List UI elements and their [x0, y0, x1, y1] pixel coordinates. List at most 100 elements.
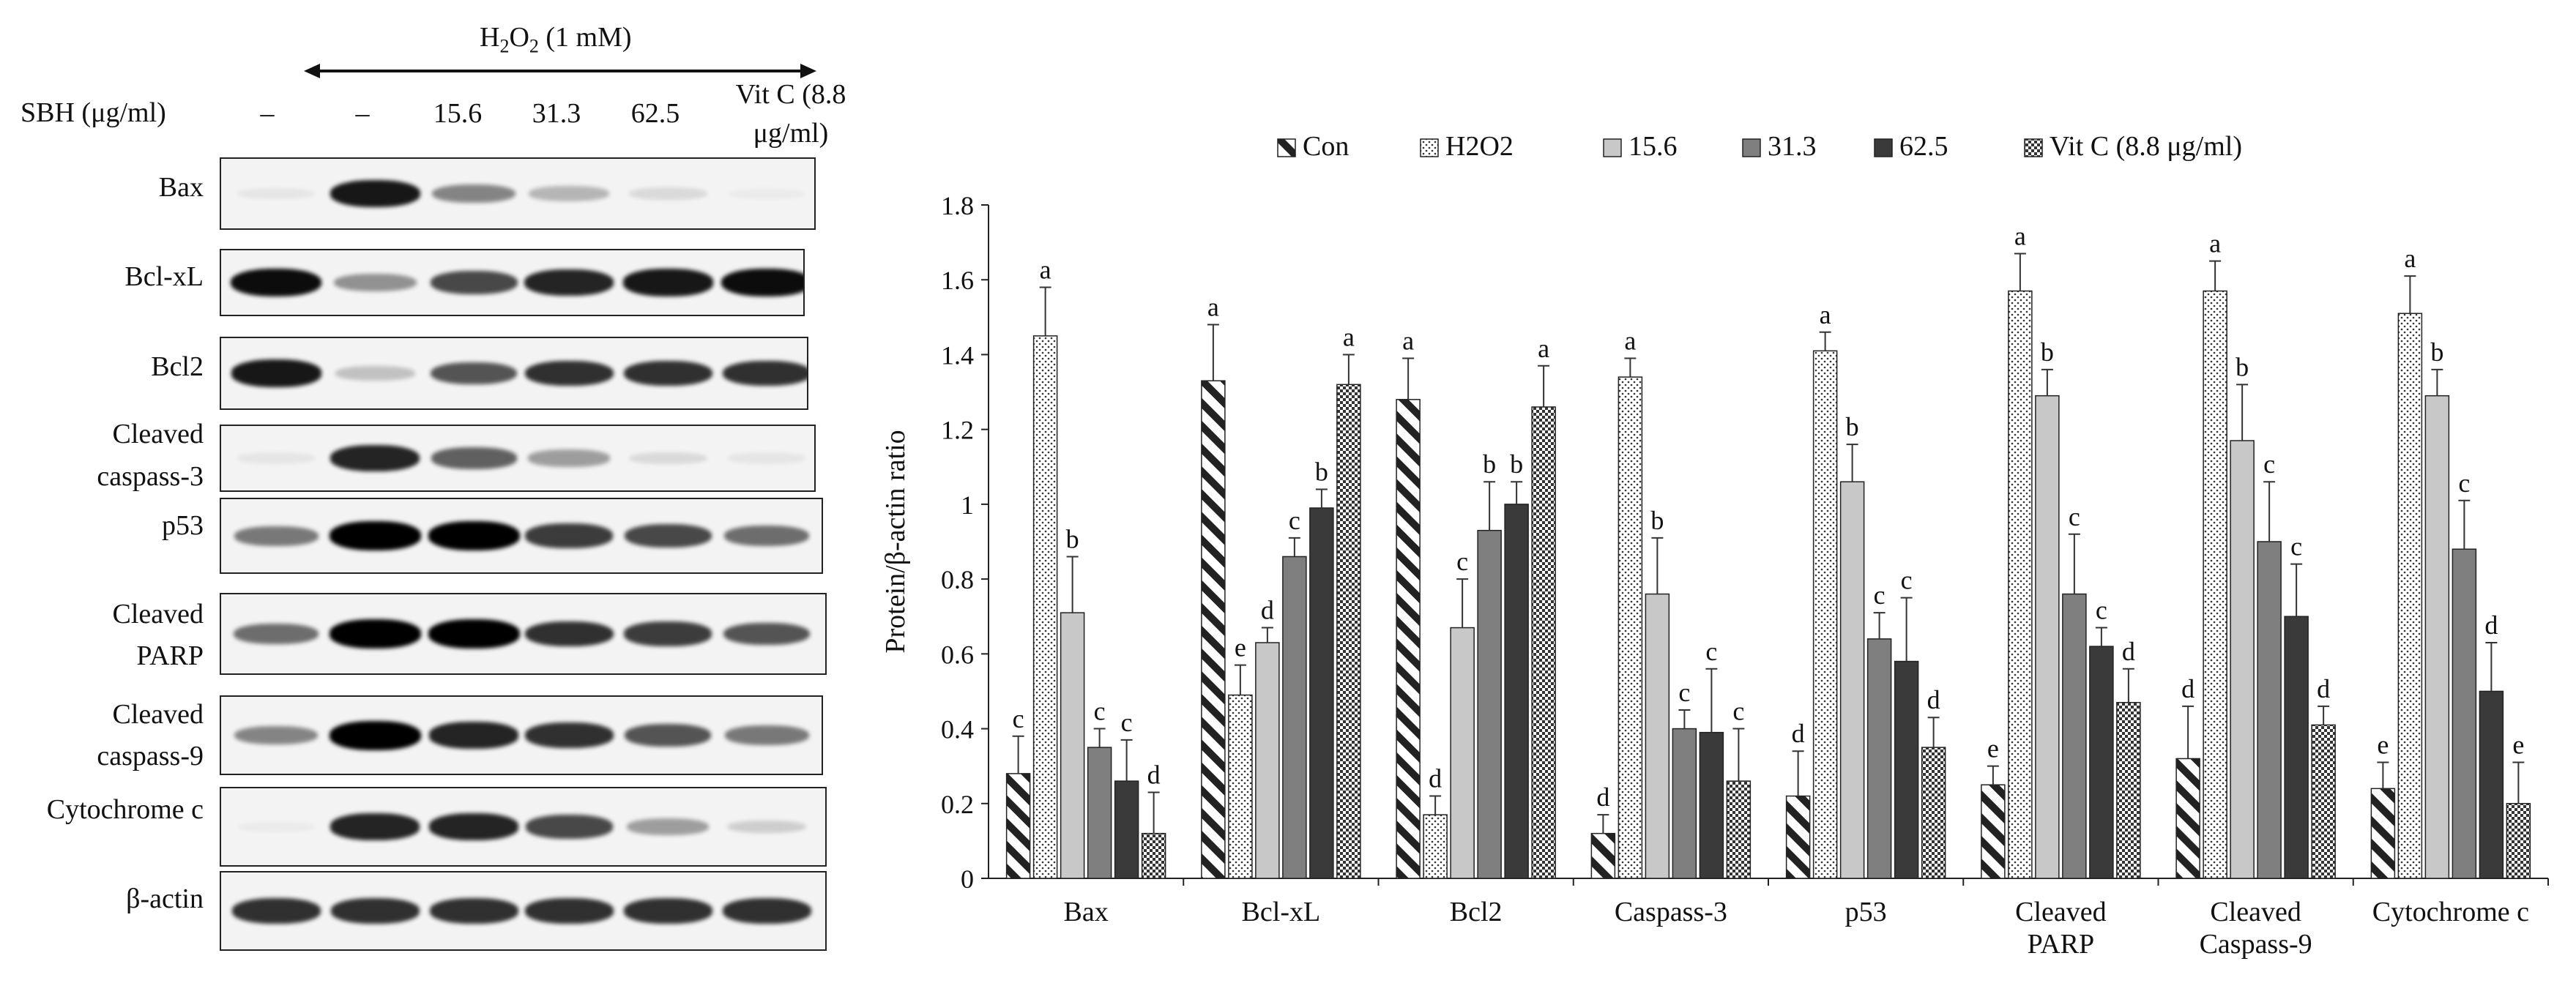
blot-band — [432, 184, 515, 203]
blot-band — [728, 452, 805, 464]
bar — [1672, 728, 1697, 879]
blot-band — [330, 813, 420, 840]
blot-band — [625, 724, 711, 747]
significance-letter: a — [1343, 322, 1355, 351]
significance-letter: d — [2317, 674, 2330, 703]
bar — [1726, 780, 1752, 879]
lane-label: 31.3 — [532, 98, 581, 129]
blot-strip — [220, 871, 827, 951]
treatment-label: H2O2 (1 mM) — [480, 22, 632, 57]
blot-band — [623, 360, 712, 386]
y-tick-label: 0.6 — [941, 640, 974, 669]
significance-letter: b — [1483, 449, 1496, 479]
legend-swatch — [1277, 138, 1296, 157]
blot-band — [234, 623, 319, 645]
blot-band — [431, 447, 517, 469]
bar — [2035, 395, 2060, 879]
bar — [1032, 335, 1058, 879]
treatment-arrow — [304, 64, 816, 78]
x-tick-label: Bcl2 — [1450, 897, 1503, 927]
blot-band — [431, 362, 517, 385]
blot-band — [721, 268, 803, 297]
blot-band — [429, 898, 518, 924]
blot-band — [237, 187, 315, 200]
y-tick-label: 0.2 — [941, 790, 974, 819]
bar — [1141, 832, 1166, 879]
legend-label: 31.3 — [1768, 131, 1817, 162]
significance-letter: d — [1792, 719, 1805, 748]
blot-band — [333, 273, 417, 292]
bar — [1255, 642, 1280, 879]
significance-letter: a — [2404, 244, 2416, 273]
bar — [1645, 593, 1670, 879]
sbh-label: SBH (μg/ml) — [21, 97, 166, 128]
blot-band — [335, 366, 415, 381]
blot-row-label: PARP — [136, 640, 204, 671]
significance-letter: c — [1705, 637, 1717, 666]
blot-band — [231, 898, 321, 924]
blot-band — [329, 619, 421, 649]
y-tick-label: 0 — [961, 864, 974, 894]
blot-band — [428, 521, 520, 550]
lane-label: 62.5 — [630, 98, 680, 129]
blot-band — [231, 268, 321, 297]
blot-band — [524, 269, 614, 296]
blot-band — [722, 360, 807, 386]
blot-band — [724, 525, 809, 547]
significance-letter: a — [1207, 293, 1219, 322]
significance-letter: c — [1013, 704, 1024, 733]
bar — [2452, 548, 2477, 879]
bar — [1336, 384, 1361, 879]
significance-letter: b — [1846, 412, 1859, 441]
bar — [2008, 290, 2033, 879]
significance-letter: a — [1538, 334, 1549, 363]
blot-strip — [220, 425, 816, 492]
blot-row-label: Cleaved — [112, 699, 204, 730]
bar — [1618, 376, 1643, 879]
blot-band — [231, 359, 321, 387]
significance-letter: c — [1901, 566, 1913, 595]
bar — [1114, 780, 1139, 879]
blot-band — [329, 720, 421, 750]
lane-label: – — [260, 98, 275, 129]
bar — [2370, 788, 2396, 879]
x-tick-label: PARP — [2028, 929, 2095, 960]
blot-band — [429, 813, 518, 840]
blot-band — [627, 818, 709, 836]
significance-letter: c — [2069, 502, 2080, 531]
significance-letter: d — [1147, 760, 1161, 789]
significance-letter: c — [1289, 506, 1300, 535]
blot-band — [529, 186, 609, 201]
significance-letter: c — [2263, 449, 2275, 479]
blot-strip — [220, 787, 827, 867]
blot-strip — [220, 249, 805, 316]
bar — [1423, 814, 1448, 879]
bar — [1228, 694, 1253, 879]
bar — [1005, 773, 1031, 879]
bar — [1699, 731, 1724, 879]
significance-letter: d — [1261, 596, 1274, 625]
legend-swatch — [1874, 138, 1893, 157]
blot-band — [428, 619, 520, 649]
bar — [2230, 440, 2255, 879]
blot-band — [623, 898, 712, 924]
significance-letter: d — [1596, 782, 1609, 812]
bar — [1282, 556, 1307, 879]
significance-letter: d — [2122, 637, 2135, 666]
blot-band — [330, 179, 420, 208]
significance-letter: c — [1874, 580, 1886, 610]
legend-label: Vit C (8.8 μg/ml) — [2050, 131, 2242, 162]
significance-letter: e — [1987, 734, 1999, 763]
lane-label: – — [355, 98, 370, 129]
bar — [1590, 832, 1616, 879]
blot-band — [238, 822, 315, 832]
legend-swatch — [2024, 138, 2043, 157]
bar — [2311, 724, 2336, 879]
significance-letter: c — [2290, 532, 2302, 561]
bar — [1450, 627, 1475, 879]
significance-letter: b — [1315, 457, 1328, 486]
blot-row-label: Cleaved — [112, 599, 204, 629]
bar — [2089, 646, 2114, 879]
bar — [2203, 290, 2227, 879]
significance-letter: c — [2096, 596, 2107, 625]
